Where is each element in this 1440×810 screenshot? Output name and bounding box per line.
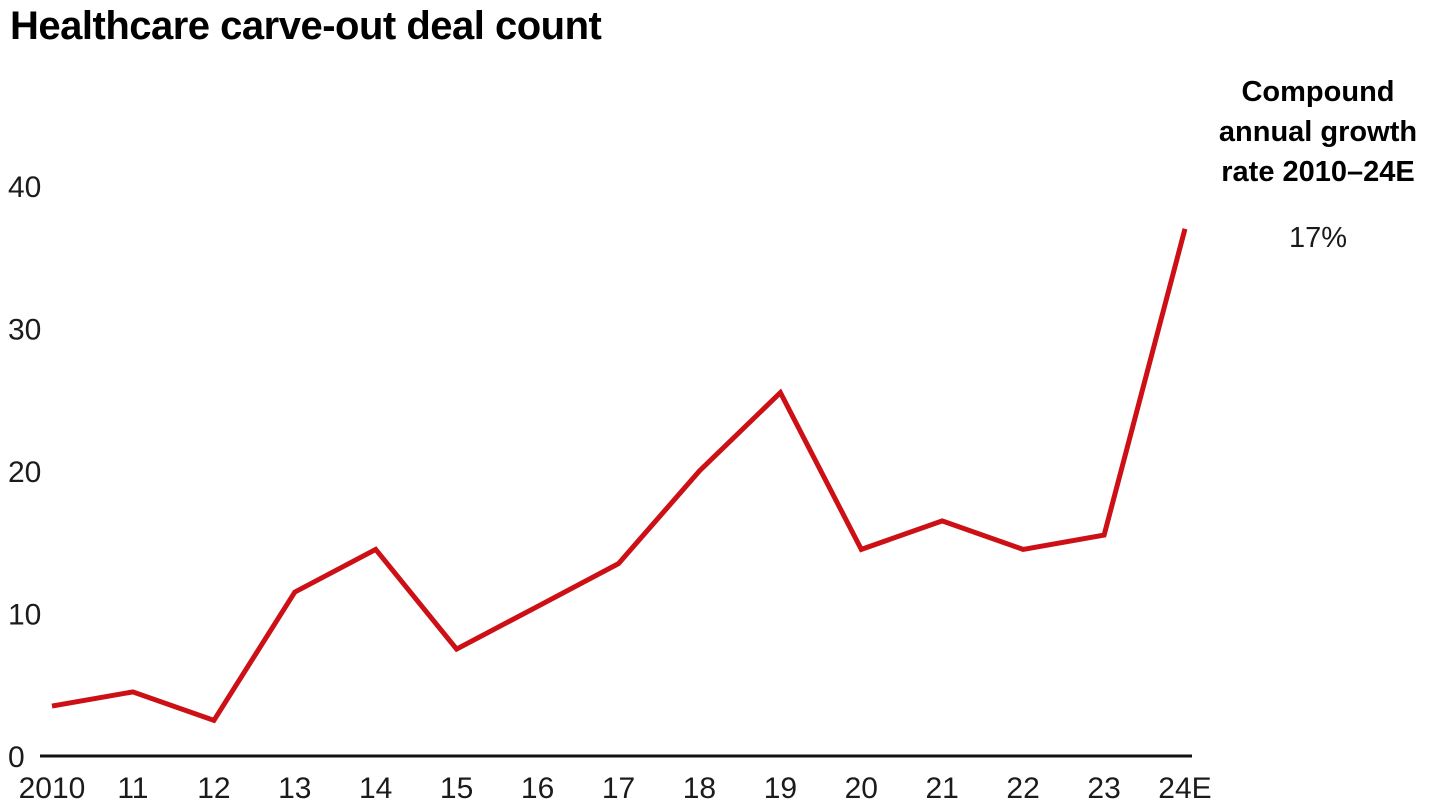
y-tick-label: 0 [8,741,25,774]
deal-count-line [51,228,1188,724]
x-tick-label: 12 [197,772,230,805]
x-tick-label: 23 [1087,772,1120,805]
x-tick-label: 15 [440,772,473,805]
x-tick-label: 17 [602,772,635,805]
x-tick-label: 19 [764,772,797,805]
x-tick-label: 11 [117,772,148,805]
x-tick-label: 2010 [19,772,86,805]
cagr-value: 17% [1288,222,1348,254]
x-tick-label: 22 [1006,772,1039,805]
x-tick-label: 21 [926,772,959,805]
x-tick-label: 20 [845,772,878,805]
cagr-label-line2: annual growth [1218,116,1418,148]
y-tick-label: 40 [8,171,41,204]
y-tick-label: 30 [8,314,41,347]
x-tick-label: 14 [359,772,392,805]
y-tick-label: 10 [8,599,41,632]
x-tick-label: 13 [278,772,311,805]
cagr-annotation: Compound annual growth rate 2010–24E 17% [1198,72,1438,255]
cagr-label-line3: rate 2010–24E [1221,156,1415,188]
cagr-label: Compound annual growth rate 2010–24E [1198,72,1438,192]
x-tick-label: 16 [521,772,554,805]
chart-title: Healthcare carve-out deal count [10,4,602,48]
cagr-label-line1: Compound [1241,76,1395,108]
x-tick-label: 24E [1158,772,1211,805]
x-tick-label: 18 [683,772,716,805]
y-tick-label: 20 [8,456,41,489]
